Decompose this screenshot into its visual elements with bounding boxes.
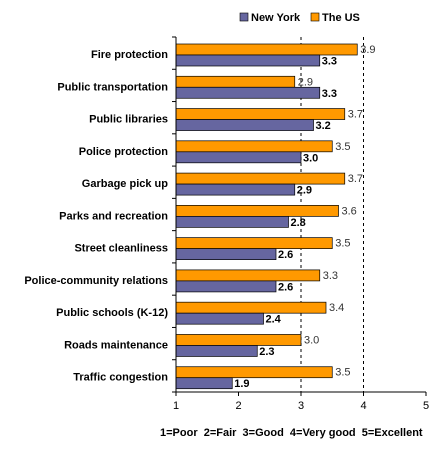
chart-legend: New York The US bbox=[239, 12, 360, 24]
data-label-new-york-police-community-relations: 2.6 bbox=[278, 281, 293, 293]
bar-new-york-police-protection bbox=[175, 151, 302, 164]
x-tick-label-3: 3 bbox=[298, 400, 304, 412]
bar-new-york-garbage-pick-up bbox=[175, 183, 296, 196]
data-label-the-us-garbage-pick-up: 3.7 bbox=[348, 173, 363, 185]
x-tick-label-4: 4 bbox=[360, 400, 366, 412]
bar-the-us-public-schools-k-12 bbox=[175, 301, 327, 314]
bar-new-york-traffic-congestion bbox=[175, 377, 233, 390]
data-label-the-us-police-protection: 3.5 bbox=[335, 141, 350, 153]
data-label-new-york-police-protection: 3.0 bbox=[303, 152, 318, 164]
category-label-roads-maintenance: Roads maintenance bbox=[64, 339, 168, 351]
category-labels: Fire protection Public transportation Publ… bbox=[24, 49, 168, 384]
category-label-street-cleanliness: Street cleanliness bbox=[74, 243, 168, 255]
bar-the-us-fire-protection bbox=[175, 43, 358, 56]
data-label-the-us-police-community-relations: 3.3 bbox=[323, 270, 338, 282]
legend-swatch-new-york bbox=[239, 12, 249, 22]
category-label-police-protection: Police protection bbox=[79, 146, 169, 158]
data-label-new-york-traffic-congestion: 1.9 bbox=[234, 378, 249, 390]
bar-new-york-parks-and-recreation bbox=[175, 216, 289, 228]
legend-label-the-us: The US bbox=[322, 12, 360, 24]
bar-new-york-roads-maintenance bbox=[175, 345, 258, 357]
data-label-new-york-public-transportation: 3.3 bbox=[322, 88, 337, 100]
data-label-new-york-public-schools-k-12: 2.4 bbox=[266, 314, 282, 326]
bar-the-us-roads-maintenance bbox=[175, 334, 302, 346]
bar-group: 3.9 3.3 2.9 3.3 3.7 3.2 3.5 3.0 3.7 2.9 3.6 2.8 3.5 2… bbox=[175, 43, 376, 390]
category-label-traffic-congestion: Traffic congestion bbox=[73, 372, 168, 384]
bar-new-york-fire-protection bbox=[175, 54, 321, 67]
category-label-garbage-pick-up: Garbage pick up bbox=[82, 178, 168, 190]
data-label-new-york-public-libraries: 3.2 bbox=[316, 120, 331, 132]
category-label-police-community-relations: Police-community relations bbox=[24, 275, 168, 287]
data-label-the-us-public-libraries: 3.7 bbox=[348, 109, 363, 121]
scale-footnote: 1=Poor 2=Fair 3=Good 4=Very good 5=Excel… bbox=[160, 427, 423, 439]
data-label-the-us-roads-maintenance: 3.0 bbox=[304, 334, 319, 346]
category-label-public-transportation: Public transportation bbox=[57, 81, 168, 93]
bar-new-york-public-schools-k-12 bbox=[175, 312, 264, 325]
bar-new-york-police-community-relations bbox=[175, 280, 277, 293]
x-tick-label-1: 1 bbox=[173, 400, 179, 412]
bar-the-us-traffic-congestion bbox=[175, 366, 333, 379]
legend-label-new-york: New York bbox=[251, 12, 301, 24]
category-label-public-schools-k-12: Public schools (K-12) bbox=[56, 307, 168, 319]
reference-lines bbox=[300, 37, 364, 392]
x-tick-label-5: 5 bbox=[423, 400, 429, 412]
bar-the-us-garbage-pick-up bbox=[175, 172, 346, 185]
bar-the-us-parks-and-recreation bbox=[175, 205, 339, 217]
bar-the-us-police-community-relations bbox=[175, 269, 321, 282]
bar-the-us-public-libraries bbox=[175, 108, 346, 120]
data-label-the-us-street-cleanliness: 3.5 bbox=[335, 238, 350, 250]
bar-new-york-public-transportation bbox=[175, 86, 321, 99]
data-label-new-york-fire-protection: 3.3 bbox=[322, 56, 337, 68]
legend-swatch-the-us bbox=[310, 12, 320, 22]
x-tick-labels: 1 2 3 4 5 bbox=[173, 400, 429, 412]
category-label-fire-protection: Fire protection bbox=[91, 49, 168, 61]
data-label-new-york-street-cleanliness: 2.6 bbox=[278, 249, 293, 261]
data-label-the-us-fire-protection: 3.9 bbox=[360, 44, 375, 56]
x-tick-label-2: 2 bbox=[235, 400, 241, 412]
data-label-new-york-roads-maintenance: 2.3 bbox=[259, 346, 274, 358]
bar-the-us-street-cleanliness bbox=[175, 237, 333, 249]
data-label-new-york-garbage-pick-up: 2.9 bbox=[297, 185, 312, 197]
bar-the-us-public-transportation bbox=[175, 75, 296, 88]
bar-the-us-police-protection bbox=[175, 140, 333, 153]
data-label-the-us-parks-and-recreation: 3.6 bbox=[342, 205, 357, 217]
bar-new-york-street-cleanliness bbox=[175, 248, 277, 260]
data-label-the-us-traffic-congestion: 3.5 bbox=[335, 367, 350, 379]
data-label-new-york-parks-and-recreation: 2.8 bbox=[291, 217, 306, 229]
category-label-parks-and-recreation: Parks and recreation bbox=[59, 210, 168, 222]
data-label-the-us-public-transportation: 2.9 bbox=[298, 76, 313, 88]
category-label-public-libraries: Public libraries bbox=[89, 114, 168, 126]
bar-new-york-public-libraries bbox=[175, 119, 314, 131]
axes bbox=[172, 36, 427, 396]
data-label-the-us-public-schools-k-12: 3.4 bbox=[329, 302, 344, 314]
